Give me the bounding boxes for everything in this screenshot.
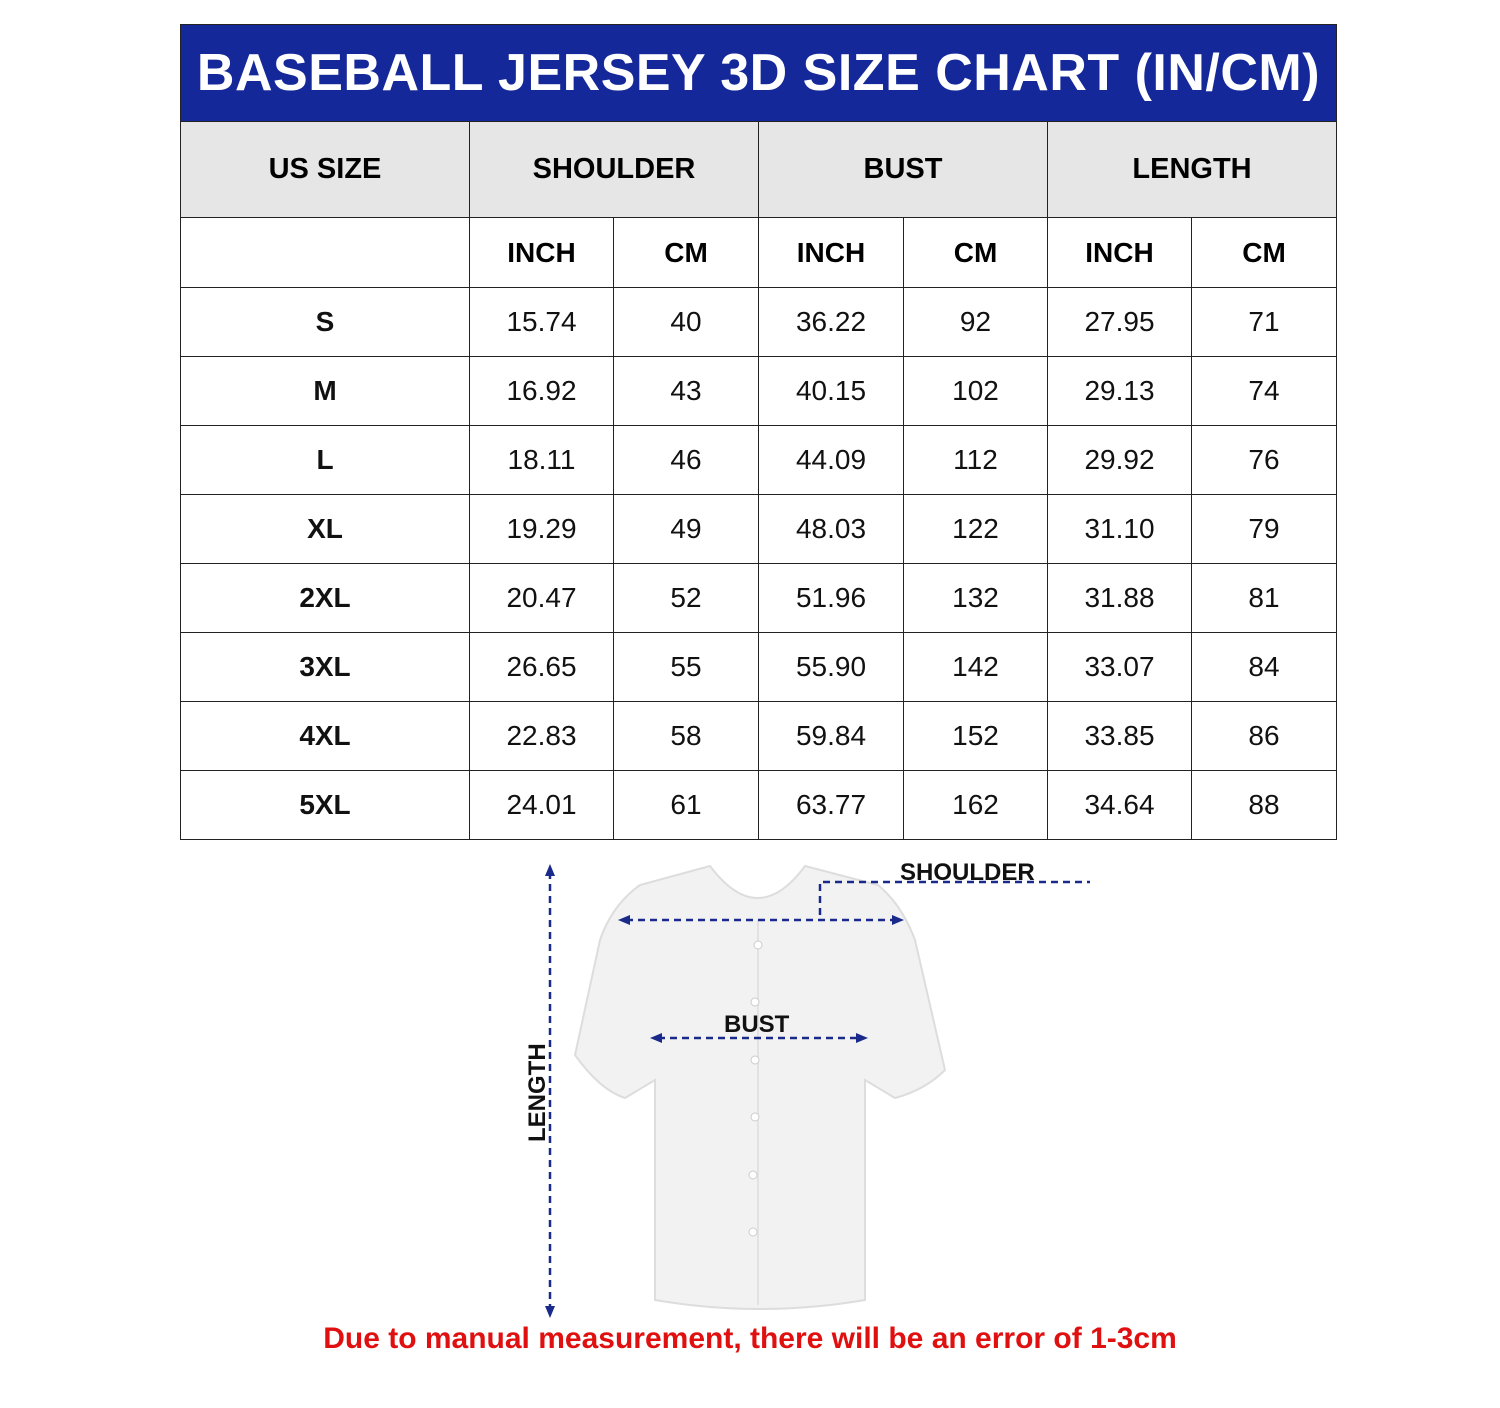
cell-bust-cm: 142 [903,632,1048,702]
chart-title: BASEBALL JERSEY 3D SIZE CHART (IN/CM) [180,24,1337,122]
cell-length-cm: 81 [1191,563,1337,633]
cell-length-in: 29.92 [1047,425,1192,495]
cell-shoulder-cm: 55 [613,632,759,702]
cell-size: 4XL [180,701,470,771]
cell-bust-in: 51.96 [758,563,904,633]
cell-size: L [180,425,470,495]
cell-bust-cm: 162 [903,770,1048,840]
cell-length-in: 33.85 [1047,701,1192,771]
jersey-icon [573,864,947,1310]
cell-bust-cm: 122 [903,494,1048,564]
cell-bust-in: 59.84 [758,701,904,771]
jersey-diagram: SHOULDER BUST LENGTH [524,859,1090,1318]
cell-size: M [180,356,470,426]
table-row: XL 19.29 49 48.03 122 31.10 79 [180,494,1337,564]
cell-shoulder-in: 15.74 [469,287,614,357]
cell-bust-in: 36.22 [758,287,904,357]
cell-bust-in: 63.77 [758,770,904,840]
cell-length-cm: 74 [1191,356,1337,426]
cell-bust-cm: 132 [903,563,1048,633]
cell-length-cm: 71 [1191,287,1337,357]
cell-length-cm: 86 [1191,701,1337,771]
cell-length-in: 27.95 [1047,287,1192,357]
cell-bust-in: 40.15 [758,356,904,426]
header-bust: BUST [758,121,1048,218]
cell-length-cm: 76 [1191,425,1337,495]
cell-length-in: 33.07 [1047,632,1192,702]
cell-shoulder-cm: 61 [613,770,759,840]
cell-shoulder-in: 20.47 [469,563,614,633]
cell-shoulder-cm: 58 [613,701,759,771]
table-row: 2XL 20.47 52 51.96 132 31.88 81 [180,563,1337,633]
subheader-empty [180,217,470,288]
cell-bust-cm: 112 [903,425,1048,495]
cell-size: XL [180,494,470,564]
cell-size: 2XL [180,563,470,633]
cell-bust-cm: 152 [903,701,1048,771]
subheader-bust-cm: CM [903,217,1048,288]
cell-shoulder-cm: 52 [613,563,759,633]
subheader-shoulder-cm: CM [613,217,759,288]
table-row: 5XL 24.01 61 63.77 162 34.64 88 [180,770,1337,840]
cell-length-cm: 88 [1191,770,1337,840]
measurement-error-note: Due to manual measurement, there will be… [323,1322,1177,1355]
shoulder-label: SHOULDER [900,859,1035,886]
header-us-size: US SIZE [180,121,470,218]
cell-bust-cm: 92 [903,287,1048,357]
cell-shoulder-in: 16.92 [469,356,614,426]
cell-size: 5XL [180,770,470,840]
cell-length-in: 29.13 [1047,356,1192,426]
cell-shoulder-in: 26.65 [469,632,614,702]
subheader-shoulder-inch: INCH [469,217,614,288]
cell-length-cm: 79 [1191,494,1337,564]
cell-shoulder-cm: 49 [613,494,759,564]
cell-length-in: 34.64 [1047,770,1192,840]
table-row: M 16.92 43 40.15 102 29.13 74 [180,356,1337,426]
cell-length-in: 31.88 [1047,563,1192,633]
cell-size: 3XL [180,632,470,702]
subheader-bust-inch: INCH [758,217,904,288]
cell-bust-in: 44.09 [758,425,904,495]
cell-shoulder-cm: 46 [613,425,759,495]
bust-label: BUST [724,1011,790,1038]
cell-bust-cm: 102 [903,356,1048,426]
cell-bust-in: 55.90 [758,632,904,702]
table-row: 4XL 22.83 58 59.84 152 33.85 86 [180,701,1337,771]
header-shoulder: SHOULDER [469,121,759,218]
cell-shoulder-in: 18.11 [469,425,614,495]
cell-shoulder-in: 19.29 [469,494,614,564]
table-row: 3XL 26.65 55 55.90 142 33.07 84 [180,632,1337,702]
cell-bust-in: 48.03 [758,494,904,564]
cell-shoulder-in: 22.83 [469,701,614,771]
header-length: LENGTH [1047,121,1337,218]
cell-size: S [180,287,470,357]
cell-shoulder-cm: 43 [613,356,759,426]
subheader-length-cm: CM [1191,217,1337,288]
size-chart-table: BASEBALL JERSEY 3D SIZE CHART (IN/CM) US… [180,24,1337,840]
cell-length-in: 31.10 [1047,494,1192,564]
cell-shoulder-in: 24.01 [469,770,614,840]
table-row: S 15.74 40 36.22 92 27.95 71 [180,287,1337,357]
cell-shoulder-cm: 40 [613,287,759,357]
length-label: LENGTH [524,1043,551,1142]
subheader-length-inch: INCH [1047,217,1192,288]
cell-length-cm: 84 [1191,632,1337,702]
table-row: L 18.11 46 44.09 112 29.92 76 [180,425,1337,495]
